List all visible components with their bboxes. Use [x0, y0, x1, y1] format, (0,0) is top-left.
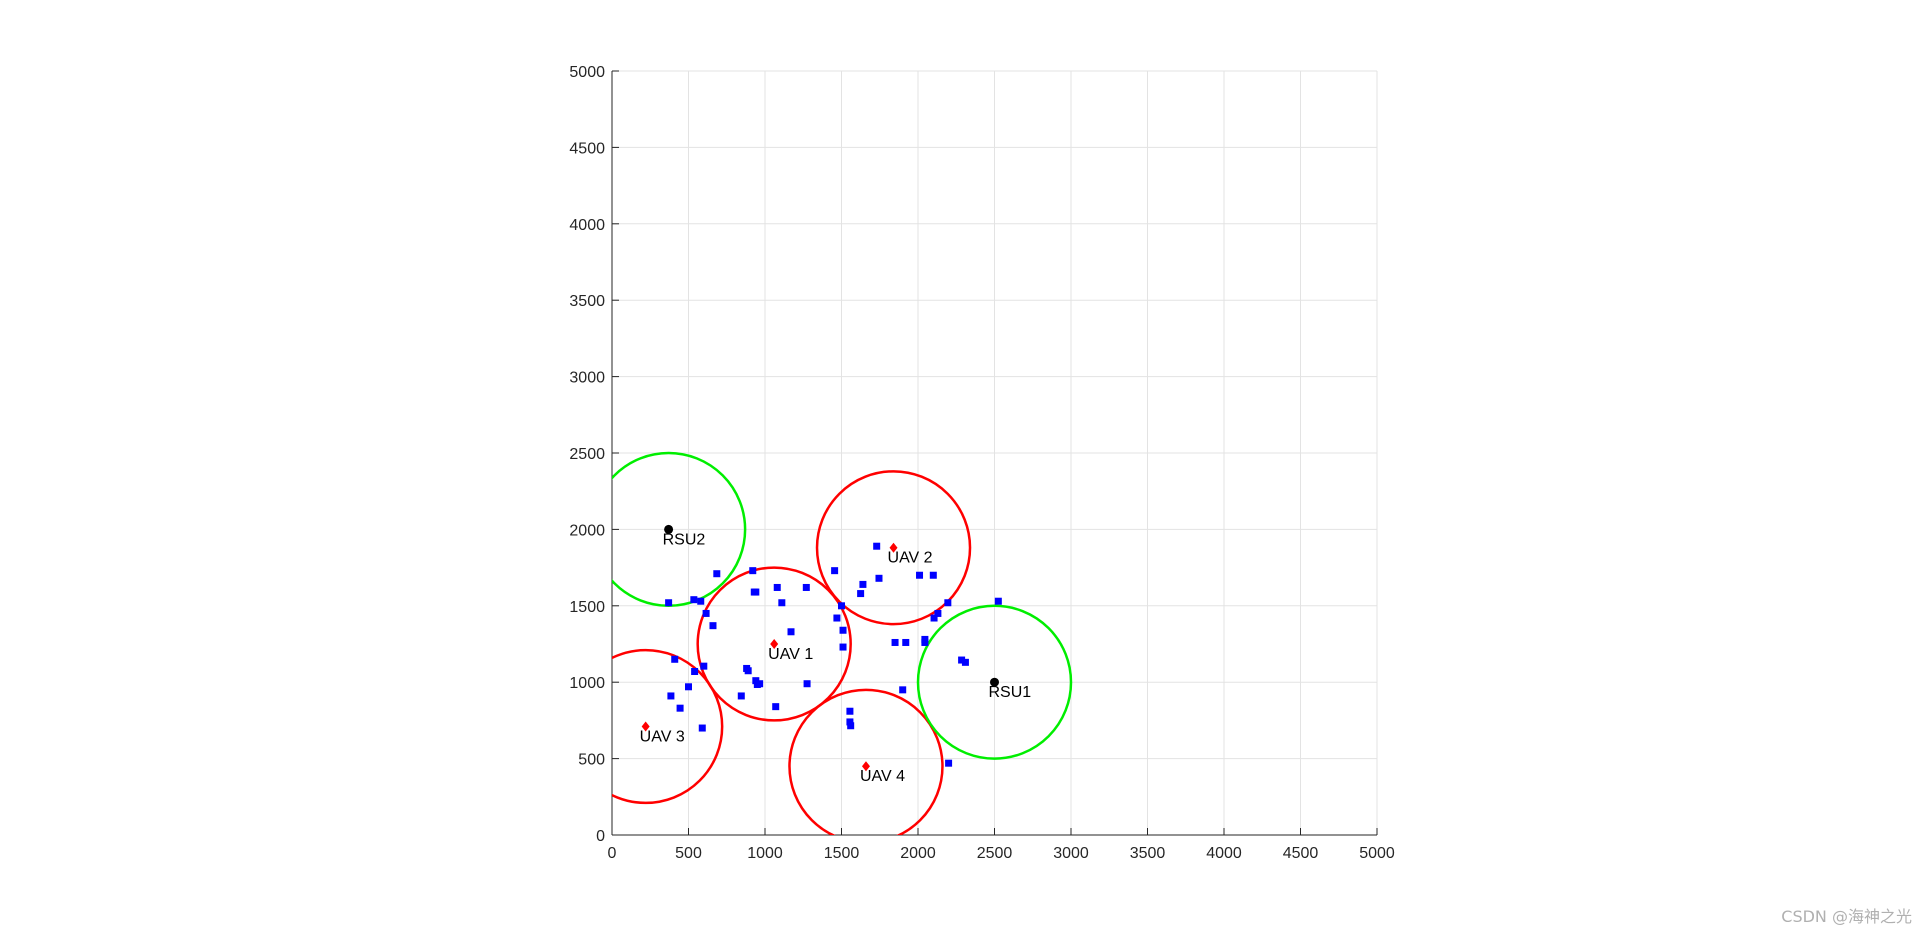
user-point: [891, 638, 899, 646]
uav-label: UAV 3: [640, 729, 685, 746]
user-point: [778, 599, 786, 607]
x-tick-label: 2500: [977, 845, 1013, 862]
x-tick-label: 4500: [1283, 845, 1319, 862]
user-point: [929, 571, 937, 579]
y-tick-label: 4500: [569, 140, 605, 157]
x-tick-label: 500: [675, 845, 702, 862]
uav-marker: [641, 721, 650, 732]
user-point: [916, 571, 924, 579]
user-point: [697, 597, 705, 605]
user-point: [944, 599, 952, 607]
user-point: [961, 658, 969, 666]
uav-coverage-circle: [696, 566, 852, 722]
user-point: [839, 643, 847, 651]
user-point: [846, 718, 854, 726]
user-point: [698, 724, 706, 732]
user-point: [702, 609, 710, 617]
user-point: [945, 759, 953, 767]
axes: [611, 70, 1378, 836]
user-point: [691, 668, 699, 676]
uav-label: UAV 1: [768, 646, 813, 663]
user-point: [772, 703, 780, 711]
y-tick-label: 1500: [569, 599, 605, 616]
uav-marker: [861, 761, 870, 772]
user-point: [752, 588, 760, 596]
user-point: [958, 656, 966, 664]
user-point: [930, 614, 938, 622]
user-point: [671, 655, 679, 663]
y-tick-label: 3000: [569, 370, 605, 387]
user-point: [847, 722, 855, 730]
y-tick-label: 5000: [569, 64, 605, 81]
y-tick-label: 3500: [569, 293, 605, 310]
rsu-marker: [990, 677, 999, 687]
y-tick-label: 0: [596, 828, 605, 845]
user-point: [934, 609, 942, 617]
user-point: [665, 599, 673, 607]
y-tick-label: 500: [578, 752, 605, 769]
user-point: [744, 667, 752, 675]
user-point: [787, 628, 795, 636]
user-point: [709, 622, 717, 630]
y-tick-label: 2500: [569, 446, 605, 463]
uav-marker: [889, 542, 898, 553]
node-labels: UAV 1 UAV 2 UAV 3 UAV 4 RSU1 RSU2: [640, 531, 1032, 785]
uav-coverage-circle: [815, 470, 972, 626]
user-point: [833, 614, 841, 622]
x-tick-label: 1000: [747, 845, 783, 862]
user-point: [667, 692, 675, 700]
x-tick-label: 5000: [1359, 845, 1395, 862]
x-tick-label: 4000: [1206, 845, 1242, 862]
rsu-label: RSU2: [663, 531, 706, 548]
user-point: [873, 542, 881, 550]
y-tick-label: 4000: [569, 217, 605, 234]
user-point: [839, 626, 847, 634]
user-point: [803, 680, 811, 688]
uav-label: UAV 2: [888, 550, 933, 567]
user-point: [831, 567, 839, 575]
rsu-label: RSU1: [989, 684, 1032, 701]
user-point: [756, 680, 764, 688]
user-point: [752, 677, 760, 685]
x-tick-label: 1500: [824, 845, 860, 862]
user-point: [899, 686, 907, 694]
user-point: [802, 583, 810, 591]
x-tick-label: 3000: [1053, 845, 1089, 862]
user-point: [685, 683, 692, 691]
uav-label: UAV 4: [860, 768, 905, 785]
x-tick-label: 2000: [900, 845, 936, 862]
rsu-marker: [664, 524, 674, 534]
user-point: [700, 662, 708, 670]
x-tick-label: 0: [608, 845, 617, 862]
y-tick-label: 1000: [569, 675, 605, 692]
user-point: [857, 590, 865, 598]
user-point: [690, 596, 698, 604]
user-point: [838, 602, 845, 610]
user-point: [859, 580, 867, 588]
user-point: [846, 707, 854, 715]
rsu-coverage-circle: [916, 604, 1073, 760]
uav-coverage-circle: [788, 688, 944, 835]
tick-labels: 0 500 1000 1500 2000 2500 3000 3500 4000 4500 5000…: [569, 64, 1394, 862]
y-tick-label: 2000: [569, 522, 605, 539]
user-point: [749, 567, 757, 575]
user-point: [994, 597, 1002, 605]
user-point: [902, 638, 910, 646]
user-point: [921, 638, 929, 646]
user-point: [737, 692, 745, 700]
watermark-text: CSDN @海神之光: [1781, 907, 1912, 926]
user-point: [713, 570, 721, 578]
uav-coverage-circle: [612, 648, 724, 805]
user-point: [773, 583, 781, 591]
node-markers: [641, 524, 999, 772]
uav-marker: [770, 639, 779, 649]
user-points: [665, 542, 1002, 767]
user-point: [875, 574, 883, 582]
x-tick-label: 3500: [1130, 845, 1166, 862]
user-point: [676, 704, 684, 712]
